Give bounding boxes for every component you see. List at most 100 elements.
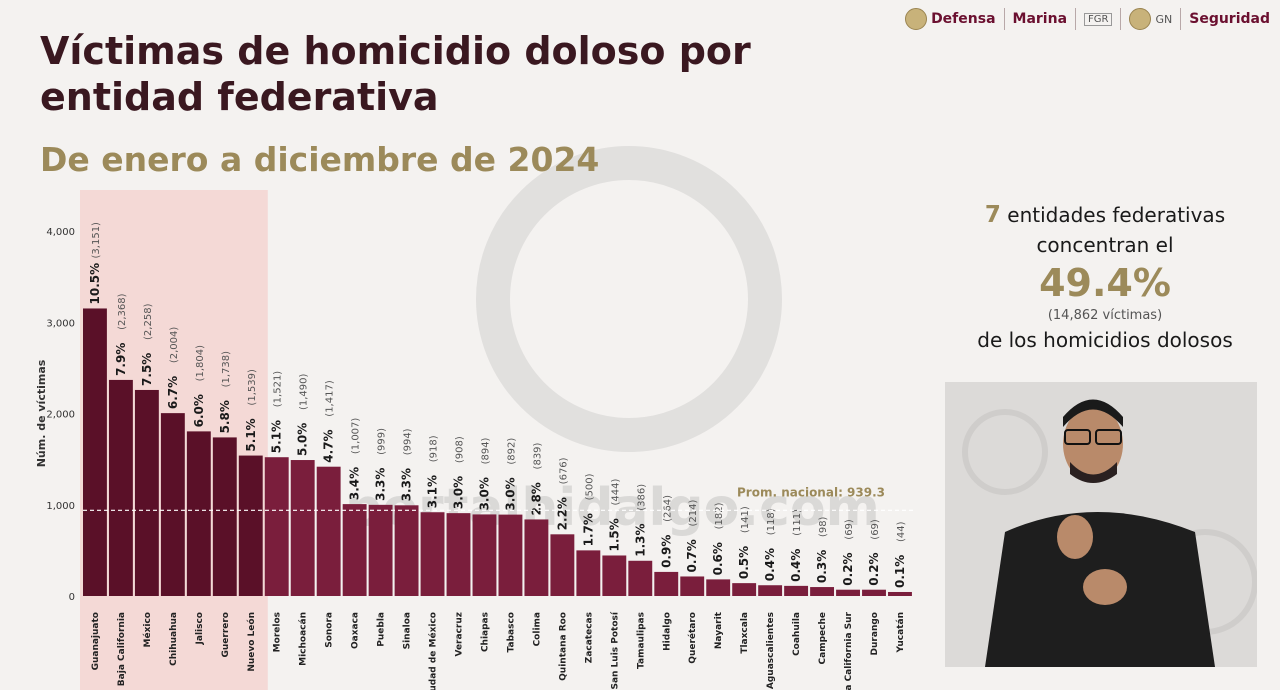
summary-victims: (14,862 víctimas): [1047, 308, 1163, 323]
logo-label: Seguridad: [1189, 11, 1270, 27]
category-label: Oaxaca: [351, 612, 361, 649]
bar: [264, 457, 289, 596]
bar: [862, 589, 886, 596]
category-label: Durango: [870, 612, 880, 655]
divider: [1003, 8, 1005, 30]
category-label: Tamaulipas: [636, 612, 646, 669]
divider: [1120, 8, 1122, 30]
logo-label: Defensa: [931, 11, 996, 27]
percent-label: 5.1%: [270, 420, 284, 453]
category-label: Morelos: [273, 612, 283, 652]
category-label: México: [142, 612, 153, 647]
category-label: Baja California Sur: [844, 611, 854, 690]
category-label: Coahuila: [792, 612, 802, 656]
bar: [888, 591, 912, 596]
bar: [758, 585, 783, 596]
bar-chart: 0 1,000 2,000 3,000 4,000 Núm. de víctimas 10.…: [35, 190, 914, 690]
value-label: (994): [403, 428, 414, 455]
category-label: Puebla: [377, 612, 387, 647]
value-label: (500): [584, 473, 595, 500]
value-label: (1,417): [325, 380, 336, 417]
category-label: Campeche: [818, 612, 828, 664]
percent-label: 3.4%: [348, 467, 362, 500]
divider: [1075, 8, 1077, 30]
category-label: Sinaloa: [403, 612, 413, 649]
category-label: Nuevo León: [246, 612, 257, 672]
logo-seguridad: Seguridad: [1189, 11, 1270, 27]
bar: [420, 512, 445, 596]
category-label: Chihuahua: [169, 612, 179, 666]
seal-icon: [905, 8, 928, 30]
value-label: (2,004): [169, 327, 180, 364]
bar: [784, 585, 809, 596]
percent-label: 2.2%: [555, 497, 569, 530]
percent-label: 1.7%: [581, 513, 595, 546]
percent-label: 0.5%: [737, 546, 751, 579]
sign-language-interpreter-video: [945, 382, 1257, 667]
percent-label: 3.3%: [374, 468, 388, 501]
bar: [368, 504, 393, 596]
page-title: Víctimas de homicidio doloso por entidad…: [40, 29, 751, 119]
percent-label: 6.0%: [192, 394, 206, 427]
bar: [654, 571, 679, 596]
bar: [576, 550, 601, 596]
category-label: San Luis Potosí: [610, 611, 620, 689]
value-label: (892): [506, 438, 517, 465]
seal-icon: [1129, 8, 1152, 30]
logo-marina: Marina: [1013, 11, 1068, 27]
percent-label: 4.7%: [322, 429, 336, 462]
value-label: (676): [558, 457, 569, 484]
percent-label: 0.9%: [659, 535, 673, 568]
value-label: (908): [455, 436, 466, 463]
percent-label: 1.3%: [633, 523, 647, 556]
bar: [160, 413, 185, 596]
value-label: (69): [844, 519, 855, 540]
category-label: Zacatecas: [584, 612, 594, 663]
logo-label: GN: [1155, 12, 1173, 26]
summary-text: entidades federativas concentran el: [1007, 203, 1226, 257]
value-label: (839): [532, 442, 543, 469]
category-label: Querétaro: [687, 612, 698, 664]
y-tick-label: 1,000: [46, 501, 75, 512]
percent-label: 0.2%: [841, 552, 855, 585]
bar: [732, 583, 757, 596]
percent-label: 3.0%: [503, 477, 517, 510]
percent-label: 0.6%: [711, 542, 725, 575]
value-label: (444): [610, 478, 621, 505]
category-label: Guanajuato: [91, 612, 101, 670]
bar: [83, 308, 107, 596]
percent-label: 10.5%: [88, 263, 102, 305]
value-label: (2,258): [143, 303, 154, 340]
bar: [524, 519, 549, 596]
percent-label: 5.8%: [218, 400, 232, 433]
percent-label: 2.8%: [529, 482, 543, 515]
y-tick-label: 2,000: [46, 410, 75, 421]
interpreter-figure: [945, 382, 1257, 667]
value-label: (999): [377, 428, 388, 455]
value-label: (98): [818, 516, 829, 537]
percent-label: 0.4%: [789, 549, 803, 582]
page-subtitle: De enero a diciembre de 2024: [40, 140, 600, 179]
percent-label: 1.5%: [607, 518, 621, 551]
value-label: (214): [688, 499, 699, 526]
logo-gn: GN: [1129, 8, 1172, 30]
value-label: (118): [766, 508, 777, 535]
logo-label: Marina: [1012, 11, 1068, 27]
summary-headline: 7 entidades federativas concentran el: [930, 200, 1280, 260]
percent-label: 5.1%: [244, 418, 258, 451]
value-label: (69): [870, 519, 881, 540]
category-label: Tabasco: [506, 612, 516, 652]
logo-fgr: FGR: [1084, 12, 1113, 26]
bar: [810, 587, 835, 596]
bar: [602, 555, 627, 596]
category-label: Ciudad de México: [428, 612, 439, 690]
category-label: Aguascalientes: [766, 612, 776, 689]
category-label: Hidalgo: [662, 612, 672, 651]
value-label: (386): [636, 484, 647, 511]
bar: [706, 579, 731, 596]
bar: [680, 576, 705, 596]
bar: [186, 431, 211, 596]
logo-label: FGR: [1084, 12, 1113, 26]
category-label: Yucatán: [896, 612, 906, 653]
value-label: (141): [740, 506, 751, 533]
